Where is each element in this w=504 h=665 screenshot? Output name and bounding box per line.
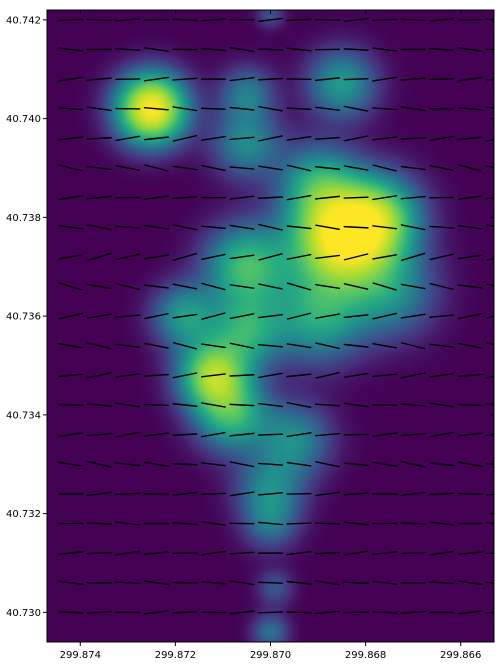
y-tick-label: 40.740 (6, 114, 41, 125)
y-tick-label: 40.736 (6, 312, 41, 323)
quiver-arrow (259, 582, 283, 583)
quiver-arrow (59, 19, 83, 20)
quiver-arrow (344, 79, 368, 80)
quiver-arrow (373, 19, 397, 20)
quiver-arrow (316, 523, 340, 524)
y-tick-label: 40.732 (6, 509, 41, 520)
quiver-arrow (202, 108, 226, 109)
quiver-arrow (87, 553, 111, 554)
quiver-arrow (287, 612, 311, 613)
quiver-arrow (287, 523, 311, 524)
quiver-arrow (259, 49, 283, 50)
x-tick-label: 299.874 (60, 650, 101, 661)
quiver-arrow (259, 612, 283, 613)
quiver-arrow (458, 405, 482, 406)
quiver-arrow (344, 197, 368, 198)
x-tick-label: 299.868 (345, 650, 386, 661)
y-tick-label: 40.730 (6, 608, 41, 619)
quiver-arrow (144, 405, 168, 406)
y-tick-label: 40.738 (6, 213, 41, 224)
quiver-arrow (202, 493, 226, 494)
x-tick-label: 299.872 (155, 650, 196, 661)
y-tick-label: 40.734 (6, 410, 41, 421)
quiver-arrow (401, 553, 425, 554)
density-heatmap (47, 10, 494, 642)
x-tick-label: 299.870 (250, 650, 291, 661)
quiver-arrow (259, 434, 283, 435)
x-tick-label: 299.866 (440, 650, 481, 661)
quiver-arrow (87, 19, 111, 20)
quiver-arrow (401, 19, 425, 20)
density-layer (47, 10, 494, 642)
y-tick-label: 40.742 (6, 15, 41, 26)
